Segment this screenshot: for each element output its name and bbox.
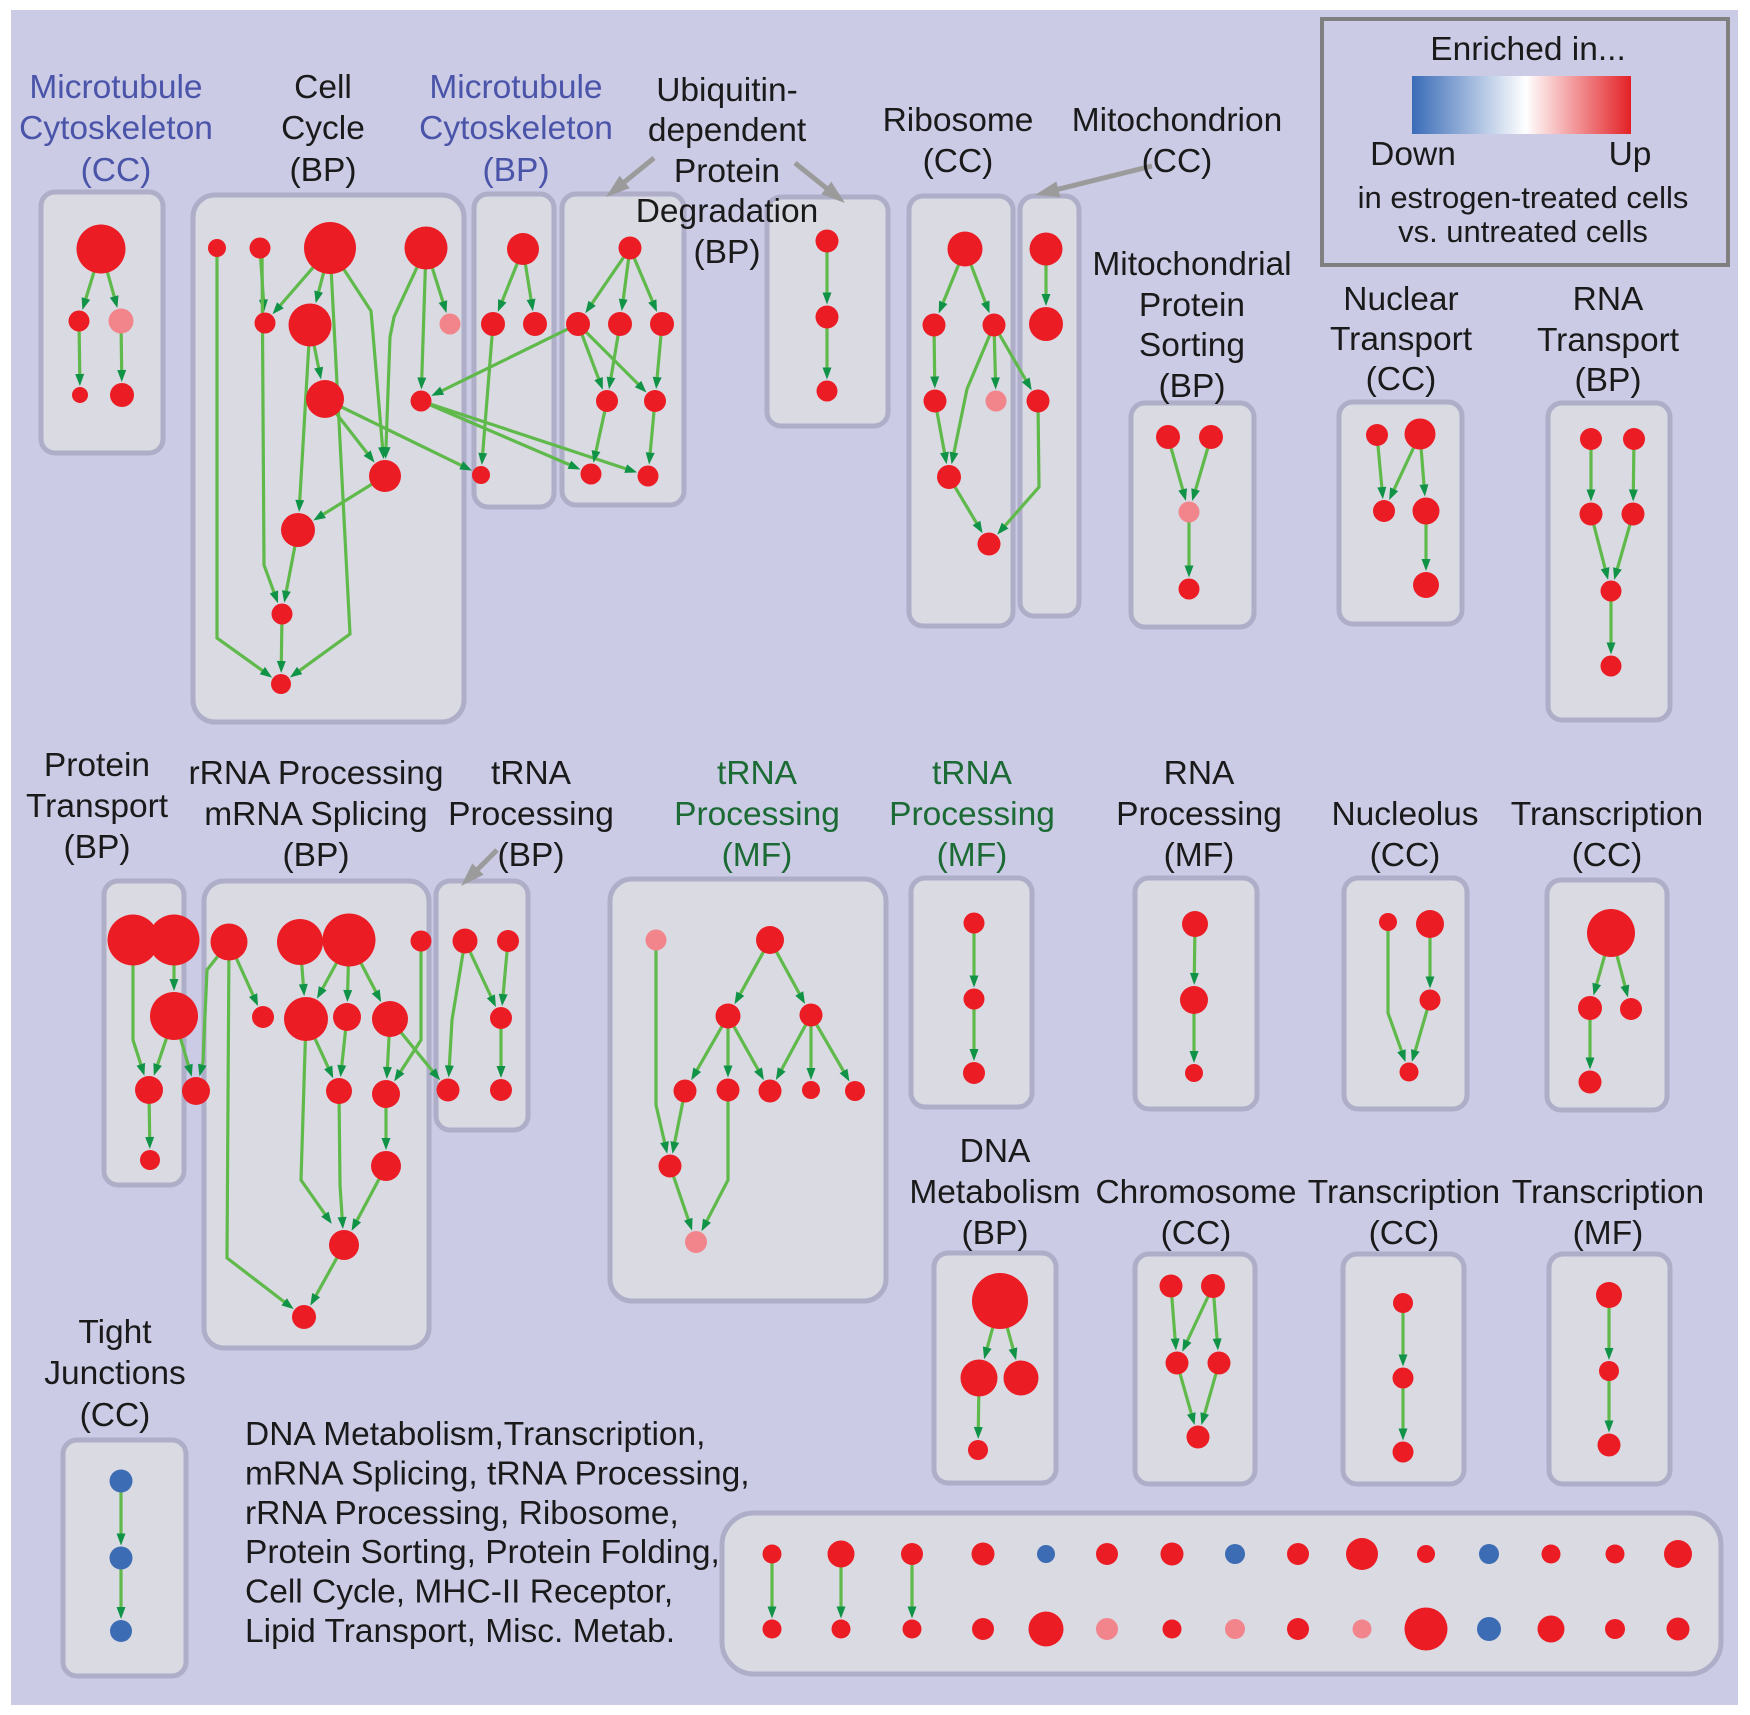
svg-text:Lipid Transport, Misc. Metab.: Lipid Transport, Misc. Metab. — [245, 1613, 675, 1650]
svg-text:Enriched in...: Enriched in... — [1430, 31, 1626, 68]
svg-text:Cell Cycle, MHC-II Receptor,: Cell Cycle, MHC-II Receptor, — [245, 1574, 673, 1611]
svg-text:Nuclear: Nuclear — [1343, 281, 1458, 318]
svg-text:rRNA Processing, Ribosome,: rRNA Processing, Ribosome, — [245, 1495, 679, 1532]
svg-text:rRNA Processing: rRNA Processing — [188, 755, 443, 792]
svg-text:tRNA: tRNA — [932, 755, 1013, 792]
svg-text:(CC): (CC) — [1366, 361, 1437, 398]
svg-text:Mitochondrial: Mitochondrial — [1092, 246, 1291, 283]
svg-text:Processing: Processing — [674, 796, 840, 833]
svg-text:(BP): (BP) — [1575, 362, 1642, 399]
svg-text:(BP): (BP) — [290, 152, 357, 189]
svg-text:Processing: Processing — [889, 796, 1055, 833]
svg-text:Tight: Tight — [78, 1314, 152, 1351]
svg-text:Cycle: Cycle — [281, 110, 365, 147]
svg-text:Microtubule: Microtubule — [29, 69, 202, 106]
svg-text:RNA: RNA — [1164, 755, 1235, 792]
svg-text:dependent: dependent — [648, 112, 807, 149]
svg-text:Down: Down — [1370, 136, 1456, 173]
svg-text:(BP): (BP) — [1159, 368, 1226, 405]
svg-text:Transport: Transport — [26, 788, 169, 825]
svg-text:Junctions: Junctions — [44, 1355, 186, 1392]
svg-text:RNA: RNA — [1573, 281, 1644, 318]
svg-text:(MF): (MF) — [1573, 1215, 1644, 1252]
svg-text:(BP): (BP) — [962, 1215, 1029, 1252]
svg-text:Up: Up — [1609, 136, 1652, 173]
svg-text:(CC): (CC) — [81, 152, 152, 189]
svg-text:in estrogen-treated cells: in estrogen-treated cells — [1358, 180, 1689, 215]
svg-text:DNA Metabolism,Transcription,: DNA Metabolism,Transcription, — [245, 1416, 705, 1453]
svg-text:Protein Sorting, Protein Foldi: Protein Sorting, Protein Folding, — [245, 1534, 720, 1571]
svg-text:Processing: Processing — [448, 796, 614, 833]
svg-text:Protein: Protein — [1139, 287, 1245, 324]
svg-text:Transport: Transport — [1537, 322, 1680, 359]
svg-text:(CC): (CC) — [80, 1397, 151, 1434]
svg-text:Chromosome: Chromosome — [1095, 1174, 1296, 1211]
svg-text:(BP): (BP) — [694, 234, 761, 271]
svg-text:(CC): (CC) — [1161, 1215, 1232, 1252]
svg-text:Metabolism: Metabolism — [909, 1174, 1080, 1211]
svg-text:(MF): (MF) — [937, 837, 1008, 874]
svg-text:Transcription: Transcription — [1512, 1174, 1704, 1211]
svg-text:Processing: Processing — [1116, 796, 1282, 833]
svg-text:mRNA Splicing: mRNA Splicing — [204, 796, 427, 833]
svg-text:Nucleolus: Nucleolus — [1331, 796, 1478, 833]
svg-text:tRNA: tRNA — [491, 755, 572, 792]
svg-text:Ubiquitin-: Ubiquitin- — [656, 72, 798, 109]
svg-text:Cytoskeleton: Cytoskeleton — [19, 110, 213, 147]
svg-text:(BP): (BP) — [483, 152, 550, 189]
svg-text:Ribosome: Ribosome — [883, 102, 1034, 139]
svg-text:(MF): (MF) — [722, 837, 793, 874]
svg-text:Protein: Protein — [44, 747, 150, 784]
svg-text:(CC): (CC) — [1572, 837, 1643, 874]
svg-text:mRNA Splicing, tRNA Processing: mRNA Splicing, tRNA Processing, — [245, 1455, 750, 1492]
svg-text:(CC): (CC) — [1369, 1215, 1440, 1252]
svg-text:Transcription: Transcription — [1308, 1174, 1500, 1211]
svg-text:Transcription: Transcription — [1511, 796, 1703, 833]
svg-text:DNA: DNA — [960, 1133, 1031, 1170]
svg-text:Degradation: Degradation — [636, 193, 819, 230]
svg-text:Protein: Protein — [674, 153, 780, 190]
svg-text:(CC): (CC) — [1370, 837, 1441, 874]
svg-text:Mitochondrion: Mitochondrion — [1072, 102, 1282, 139]
svg-text:(BP): (BP) — [498, 837, 565, 874]
svg-text:Transport: Transport — [1330, 321, 1473, 358]
svg-text:Sorting: Sorting — [1139, 327, 1245, 364]
svg-text:(MF): (MF) — [1164, 837, 1235, 874]
svg-text:Microtubule: Microtubule — [429, 69, 602, 106]
svg-text:(BP): (BP) — [64, 829, 131, 866]
svg-text:Cell: Cell — [294, 69, 352, 106]
svg-text:vs. untreated cells: vs. untreated cells — [1398, 214, 1648, 249]
svg-text:Cytoskeleton: Cytoskeleton — [419, 110, 613, 147]
svg-text:(CC): (CC) — [923, 143, 994, 180]
svg-text:(BP): (BP) — [283, 837, 350, 874]
svg-text:tRNA: tRNA — [717, 755, 798, 792]
svg-text:(CC): (CC) — [1142, 143, 1213, 180]
